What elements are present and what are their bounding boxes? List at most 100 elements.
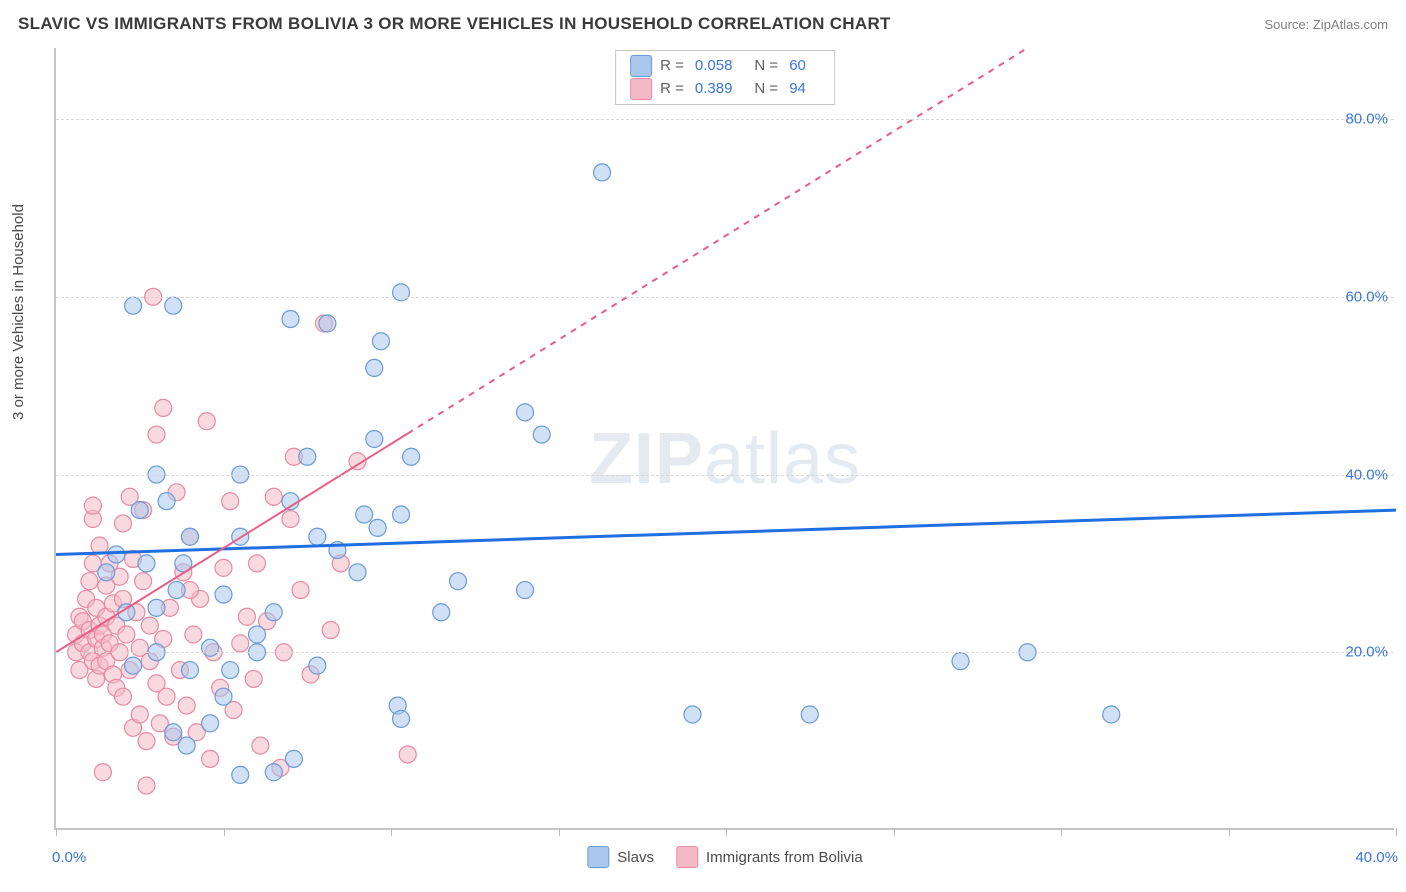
x-tick bbox=[726, 828, 727, 836]
data-point bbox=[215, 586, 232, 603]
data-point bbox=[108, 546, 125, 563]
swatch-slavs-bottom bbox=[587, 846, 609, 868]
data-point bbox=[84, 497, 101, 514]
data-point bbox=[282, 510, 299, 527]
data-point bbox=[366, 359, 383, 376]
x-tick bbox=[1229, 828, 1230, 836]
data-point bbox=[202, 715, 219, 732]
data-point bbox=[356, 506, 373, 523]
trend-line bbox=[408, 48, 1028, 433]
trend-line bbox=[56, 433, 408, 652]
data-point bbox=[684, 706, 701, 723]
data-point bbox=[594, 164, 611, 181]
data-point bbox=[265, 488, 282, 505]
x-tick bbox=[56, 828, 57, 836]
data-point bbox=[393, 284, 410, 301]
x-tick bbox=[894, 828, 895, 836]
data-point bbox=[165, 297, 182, 314]
data-point bbox=[138, 733, 155, 750]
data-point bbox=[265, 604, 282, 621]
data-point bbox=[131, 706, 148, 723]
data-point bbox=[517, 404, 534, 421]
legend-row-slavs: R = 0.058 N = 60 bbox=[630, 55, 820, 78]
data-point bbox=[399, 746, 416, 763]
trend-line bbox=[56, 510, 1396, 554]
data-point bbox=[158, 688, 175, 705]
swatch-bolivia bbox=[630, 78, 652, 100]
data-point bbox=[215, 559, 232, 576]
x-tick bbox=[224, 828, 225, 836]
data-point bbox=[952, 653, 969, 670]
n-value-slavs: 60 bbox=[789, 55, 806, 78]
n-value-bolivia: 94 bbox=[789, 78, 806, 101]
chart-title: SLAVIC VS IMMIGRANTS FROM BOLIVIA 3 OR M… bbox=[18, 14, 891, 34]
data-point bbox=[215, 688, 232, 705]
data-point bbox=[249, 555, 266, 572]
x-tick-label: 0.0% bbox=[52, 849, 86, 866]
x-tick bbox=[559, 828, 560, 836]
data-point bbox=[533, 426, 550, 443]
data-point bbox=[138, 777, 155, 794]
data-point bbox=[309, 528, 326, 545]
data-point bbox=[178, 737, 195, 754]
data-point bbox=[182, 662, 199, 679]
data-point bbox=[349, 564, 366, 581]
y-axis-label: 3 or more Vehicles in Household bbox=[10, 204, 27, 420]
r-value-bolivia: 0.389 bbox=[695, 78, 733, 101]
data-point bbox=[403, 448, 420, 465]
data-point bbox=[222, 662, 239, 679]
data-point bbox=[155, 399, 172, 416]
data-point bbox=[801, 706, 818, 723]
data-point bbox=[319, 315, 336, 332]
data-point bbox=[450, 573, 467, 590]
x-tick-label: 40.0% bbox=[1355, 849, 1398, 866]
data-point bbox=[148, 426, 165, 443]
data-point bbox=[292, 582, 309, 599]
correlation-legend: R = 0.058 N = 60 R = 0.389 N = 94 bbox=[615, 50, 835, 105]
legend-label-bolivia: Immigrants from Bolivia bbox=[706, 849, 863, 866]
data-point bbox=[282, 311, 299, 328]
data-point bbox=[393, 710, 410, 727]
data-point bbox=[165, 724, 182, 741]
data-point bbox=[115, 688, 132, 705]
data-point bbox=[1103, 706, 1120, 723]
gridline bbox=[56, 475, 1394, 476]
data-point bbox=[141, 617, 158, 634]
data-point bbox=[222, 493, 239, 510]
data-point bbox=[322, 622, 339, 639]
x-tick bbox=[391, 828, 392, 836]
data-point bbox=[182, 528, 199, 545]
r-label: R = bbox=[660, 55, 684, 78]
chart-header: SLAVIC VS IMMIGRANTS FROM BOLIVIA 3 OR M… bbox=[18, 14, 1388, 34]
y-tick-label: 40.0% bbox=[1345, 466, 1388, 483]
n-label: N = bbox=[754, 55, 778, 78]
r-value-slavs: 0.058 bbox=[695, 55, 733, 78]
data-point bbox=[366, 431, 383, 448]
x-tick bbox=[1061, 828, 1062, 836]
data-point bbox=[202, 750, 219, 767]
data-point bbox=[232, 635, 249, 652]
data-point bbox=[372, 333, 389, 350]
data-point bbox=[249, 626, 266, 643]
data-point bbox=[252, 737, 269, 754]
swatch-bolivia-bottom bbox=[676, 846, 698, 868]
y-tick-label: 60.0% bbox=[1345, 288, 1388, 305]
data-point bbox=[517, 582, 534, 599]
series-legend: Slavs Immigrants from Bolivia bbox=[587, 846, 862, 868]
data-point bbox=[98, 564, 115, 581]
r-label: R = bbox=[660, 78, 684, 101]
data-point bbox=[299, 448, 316, 465]
data-point bbox=[185, 626, 202, 643]
data-point bbox=[265, 764, 282, 781]
data-point bbox=[202, 639, 219, 656]
data-point bbox=[94, 764, 111, 781]
data-point bbox=[393, 506, 410, 523]
data-point bbox=[433, 604, 450, 621]
scatter-svg bbox=[56, 48, 1394, 828]
y-tick-label: 20.0% bbox=[1345, 644, 1388, 661]
chart-source: Source: ZipAtlas.com bbox=[1264, 17, 1388, 32]
n-label: N = bbox=[754, 78, 778, 101]
data-point bbox=[148, 599, 165, 616]
data-point bbox=[118, 626, 135, 643]
gridline bbox=[56, 652, 1394, 653]
